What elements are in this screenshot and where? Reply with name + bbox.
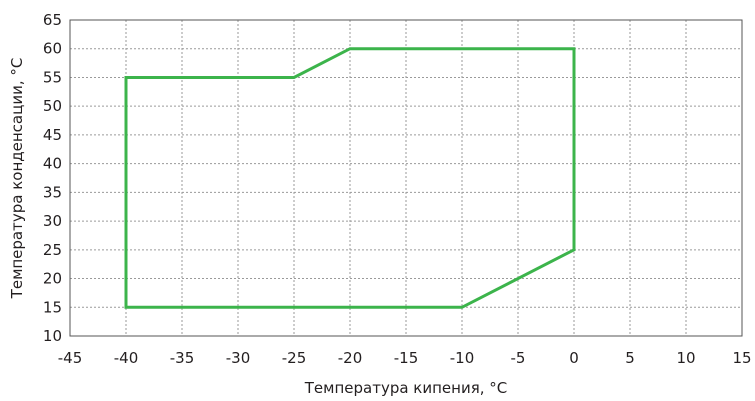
y-tick-label: 25: [43, 241, 62, 259]
plot-frame: [69, 19, 743, 337]
grid: [70, 20, 742, 336]
y-tick-label: 10: [43, 327, 62, 345]
y-tick-label: 55: [43, 68, 62, 86]
x-tick-label: -10: [450, 349, 475, 367]
x-tick-label: -5: [511, 349, 526, 367]
y-tick-label: 35: [43, 183, 62, 201]
x-tick-label: -40: [114, 349, 139, 367]
x-axis-title: Температура кипения, °C: [304, 379, 508, 397]
y-tick-label: 40: [43, 155, 62, 173]
series-group: [124, 47, 576, 309]
x-tick-label: -45: [58, 349, 83, 367]
y-tick-label: 15: [43, 298, 62, 316]
x-tick-label: -30: [226, 349, 251, 367]
x-tick-label: -20: [338, 349, 363, 367]
x-tick-label: 15: [732, 349, 751, 367]
y-tick-label: 60: [43, 40, 62, 58]
y-tick-label: 65: [43, 11, 62, 29]
x-tick-label: -15: [394, 349, 419, 367]
y-axis-title: Температура конденсации, °C: [8, 58, 26, 300]
y-tick-label: 30: [43, 212, 62, 230]
series-line: [124, 47, 576, 309]
x-tick-label: 10: [676, 349, 695, 367]
x-tick-label: 5: [625, 349, 635, 367]
x-tick-label: 0: [569, 349, 579, 367]
y-tick-label: 50: [43, 97, 62, 115]
x-tick-label: -35: [170, 349, 195, 367]
y-axis-ticks: 10 15 20 25 30 35 40 45 50 55 60 65: [43, 11, 62, 345]
y-tick-label: 45: [43, 126, 62, 144]
x-tick-label: -25: [282, 349, 307, 367]
y-tick-label: 20: [43, 270, 62, 288]
x-axis-ticks: -45 -40 -35 -30 -25 -20 -15 -10 -5 0 5 10 15: [58, 349, 752, 367]
